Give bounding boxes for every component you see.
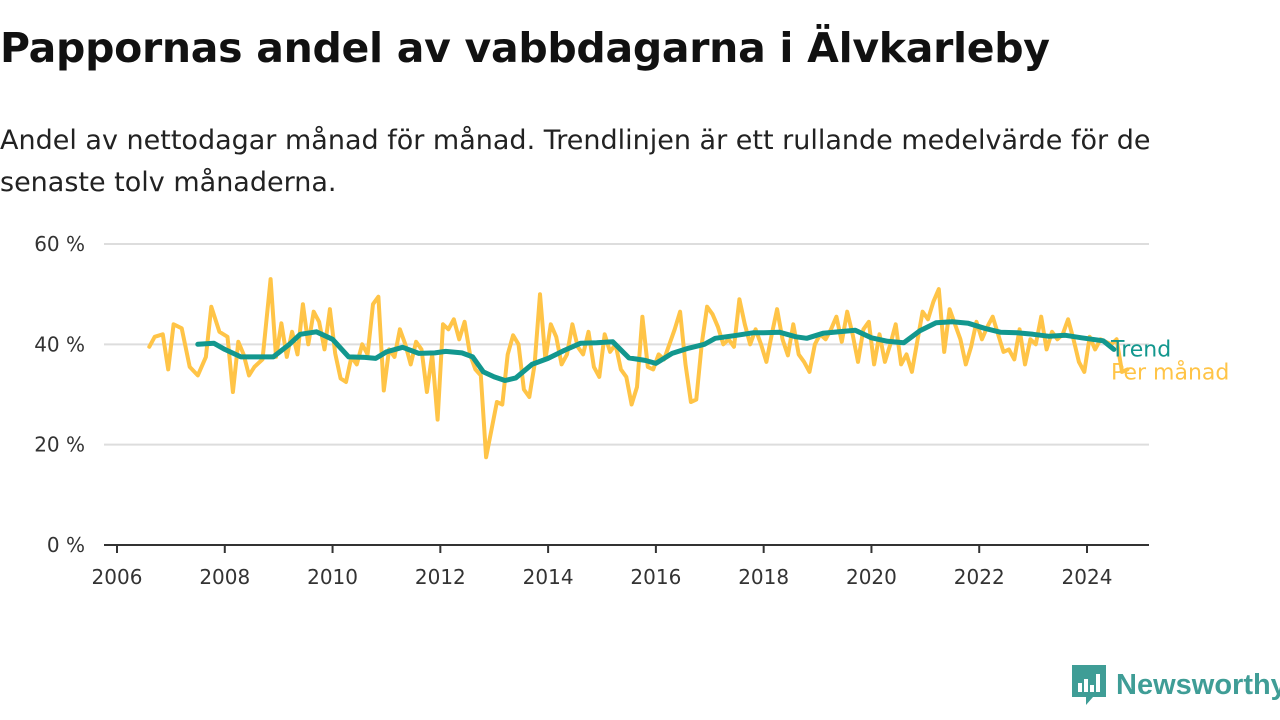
bar-chart-logo-icon [1072, 665, 1106, 705]
y-tick-label: 60 % [34, 232, 85, 256]
monthly-series-line [147, 277, 1130, 460]
y-tick-label: 20 % [34, 433, 85, 457]
chart-title: Pappornas andel av vabbdagarna i Älvkarl… [0, 24, 1050, 72]
brand-name: Newsworthy [1116, 668, 1280, 701]
x-tick-label: 2008 [199, 565, 250, 589]
x-tick-label: 2006 [92, 565, 143, 589]
x-tick-label: 2018 [738, 565, 789, 589]
newsworthy-logo: Newsworthy [1072, 664, 1280, 706]
trend-series-line [195, 319, 1117, 383]
x-tick-label: 2024 [1062, 565, 1113, 589]
x-tick-label: 2016 [630, 565, 681, 589]
legend-label-per-manad: Per månad [1111, 359, 1229, 385]
x-tick-label: 2020 [846, 565, 897, 589]
x-tick-label: 2012 [415, 565, 466, 589]
x-tick-label: 2022 [954, 565, 1005, 589]
y-tick-label: 0 % [47, 533, 85, 557]
legend-label-trend: Trend [1110, 337, 1171, 362]
chart-subtitle: Andel av nettodagar månad för månad. Tre… [0, 125, 1151, 198]
y-tick-label: 40 % [34, 332, 85, 356]
x-tick-label: 2014 [523, 565, 574, 589]
x-tick-label: 2010 [307, 565, 358, 589]
